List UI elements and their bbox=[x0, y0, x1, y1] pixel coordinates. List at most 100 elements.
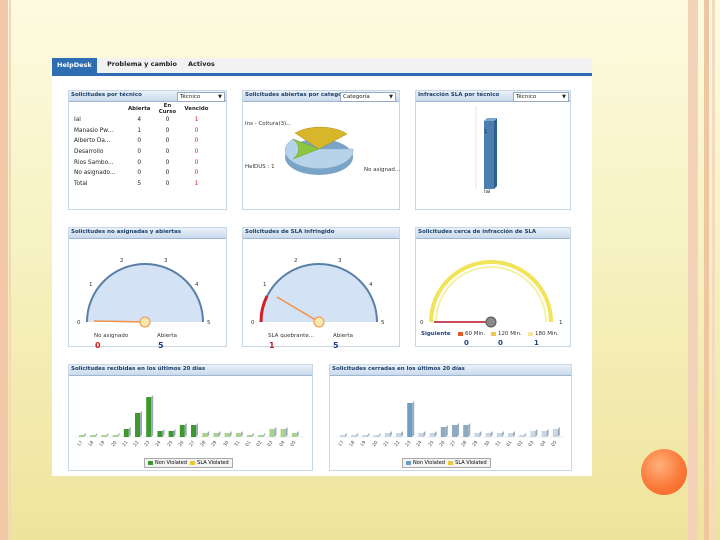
day-bar[interactable] bbox=[508, 433, 513, 437]
cell[interactable]: 0 bbox=[194, 149, 199, 156]
category-select[interactable]: Categoría ▼ bbox=[340, 92, 396, 102]
day-bar[interactable] bbox=[373, 435, 379, 437]
panel-header: Solicitudes cerca de infracción de SLA bbox=[416, 228, 570, 239]
table-row[interactable]: Alberto Da... 0 0 0 bbox=[71, 136, 211, 147]
day-bar[interactable] bbox=[202, 433, 208, 437]
day-bar[interactable] bbox=[418, 433, 424, 437]
cell[interactable]: 0 bbox=[194, 159, 199, 166]
legend-60: 60 Min. bbox=[458, 331, 485, 337]
cell[interactable]: 0 bbox=[137, 159, 142, 166]
day-bar[interactable] bbox=[440, 427, 446, 437]
open-count[interactable]: 5 bbox=[333, 341, 339, 350]
day-bar[interactable] bbox=[101, 435, 107, 437]
cell[interactable]: 0 bbox=[165, 117, 170, 124]
day-bar[interactable] bbox=[258, 435, 264, 437]
legend-120: 120 Min. bbox=[491, 331, 522, 337]
day-bar[interactable] bbox=[146, 397, 152, 437]
table-row[interactable]: Manasio Pw... 1 0 0 bbox=[71, 126, 211, 137]
tab-helpdesk[interactable]: HelpDesk bbox=[52, 58, 97, 73]
cell[interactable]: 0 bbox=[137, 149, 142, 156]
day-bar[interactable] bbox=[224, 433, 230, 437]
day-bar[interactable] bbox=[463, 425, 469, 437]
table-row[interactable]: Ial 4 0 1 bbox=[71, 115, 211, 126]
cell[interactable]: 0 bbox=[194, 138, 199, 145]
panel-unassigned-open: Solicitudes no asignadas y abiertas 0 1 … bbox=[68, 227, 227, 350]
pie-slice-yellow[interactable] bbox=[294, 126, 348, 150]
day-bar[interactable] bbox=[552, 429, 558, 437]
cell[interactable]: 4 bbox=[137, 117, 142, 124]
day-bar[interactable] bbox=[351, 435, 357, 437]
day-bar[interactable] bbox=[384, 433, 390, 437]
tech-name[interactable]: Desarrollo bbox=[74, 149, 104, 156]
tab-activos[interactable]: Activos bbox=[188, 60, 215, 68]
cell[interactable]: 5 bbox=[137, 180, 142, 187]
cell[interactable]: 0 bbox=[194, 170, 199, 177]
day-bar[interactable] bbox=[247, 435, 252, 437]
day-bar[interactable] bbox=[269, 429, 275, 437]
unassigned-count[interactable]: 0 bbox=[95, 341, 101, 350]
breached-count[interactable]: 1 bbox=[269, 341, 275, 350]
bar-ial[interactable] bbox=[484, 121, 494, 189]
day-bar[interactable] bbox=[213, 433, 219, 437]
tech-name[interactable]: Rios Sambo... bbox=[74, 159, 114, 166]
day-bar[interactable] bbox=[474, 433, 480, 437]
day-bar[interactable] bbox=[90, 435, 96, 437]
cell[interactable]: 0 bbox=[165, 149, 170, 156]
day-bar[interactable] bbox=[541, 431, 547, 437]
cell[interactable]: 0 bbox=[165, 138, 170, 145]
tech-name[interactable]: Ial bbox=[74, 117, 81, 124]
pie-slice-green[interactable] bbox=[292, 138, 320, 160]
day-bar[interactable] bbox=[452, 425, 457, 437]
day-bar[interactable] bbox=[407, 403, 413, 437]
day-bar[interactable] bbox=[340, 435, 345, 437]
day-bar[interactable] bbox=[112, 435, 118, 437]
technician-select[interactable]: Técnico ▼ bbox=[177, 92, 225, 102]
day-bar[interactable] bbox=[135, 413, 140, 437]
day-bar[interactable] bbox=[280, 429, 286, 437]
day-bar[interactable] bbox=[519, 435, 525, 437]
cell[interactable]: 0 bbox=[137, 138, 142, 145]
cell[interactable]: 1 bbox=[194, 180, 199, 187]
day-bar[interactable] bbox=[157, 431, 163, 437]
tech-name[interactable]: Manasio Pw... bbox=[74, 127, 114, 134]
cell[interactable]: 1 bbox=[137, 127, 142, 134]
tech-name[interactable]: Alberto Da... bbox=[74, 138, 111, 145]
day-bar[interactable] bbox=[79, 435, 84, 437]
table-row[interactable]: Desarrollo 0 0 0 bbox=[71, 147, 211, 158]
day-bar[interactable] bbox=[191, 425, 196, 437]
tab-problema-cambio[interactable]: Problema y cambio bbox=[107, 60, 178, 68]
cell[interactable]: 0 bbox=[165, 127, 170, 134]
cell[interactable]: 0 bbox=[165, 159, 170, 166]
day-bar-side bbox=[240, 431, 243, 437]
day-bar[interactable] bbox=[396, 433, 401, 437]
tech-name[interactable]: No asignado... bbox=[74, 170, 116, 177]
gauge-unassigned bbox=[86, 263, 204, 328]
gauge-face bbox=[261, 264, 377, 322]
cell[interactable]: 0 bbox=[194, 127, 199, 134]
day-bar[interactable] bbox=[179, 425, 185, 437]
table-row[interactable]: No asignado... 0 0 0 bbox=[71, 168, 211, 179]
count-60[interactable]: 0 bbox=[464, 339, 469, 347]
chevron-down-icon: ▼ bbox=[562, 94, 566, 100]
day-bar[interactable] bbox=[168, 431, 174, 437]
gauge-pivot bbox=[139, 316, 151, 328]
technician-select[interactable]: Técnico ▼ bbox=[513, 92, 569, 102]
day-bar[interactable] bbox=[485, 433, 491, 437]
count-180[interactable]: 1 bbox=[534, 339, 539, 347]
table-row[interactable]: Rios Sambo... 0 0 0 bbox=[71, 157, 211, 168]
pie-label: HelDUS : 1 bbox=[245, 164, 275, 170]
day-bar[interactable] bbox=[235, 433, 241, 437]
count-120[interactable]: 0 bbox=[498, 339, 503, 347]
cell[interactable]: 0 bbox=[165, 170, 170, 177]
day-bar[interactable] bbox=[362, 435, 368, 437]
open-count[interactable]: 5 bbox=[158, 341, 164, 350]
cell[interactable]: 0 bbox=[137, 170, 142, 177]
cell[interactable]: 1 bbox=[194, 117, 199, 124]
gauge-tick: 4 bbox=[195, 282, 199, 288]
day-bar[interactable] bbox=[530, 431, 536, 437]
day-bar[interactable] bbox=[291, 433, 297, 437]
day-bar[interactable] bbox=[496, 433, 502, 437]
cell[interactable]: 0 bbox=[165, 180, 170, 187]
day-bar[interactable] bbox=[429, 433, 435, 437]
day-bar[interactable] bbox=[123, 429, 129, 437]
